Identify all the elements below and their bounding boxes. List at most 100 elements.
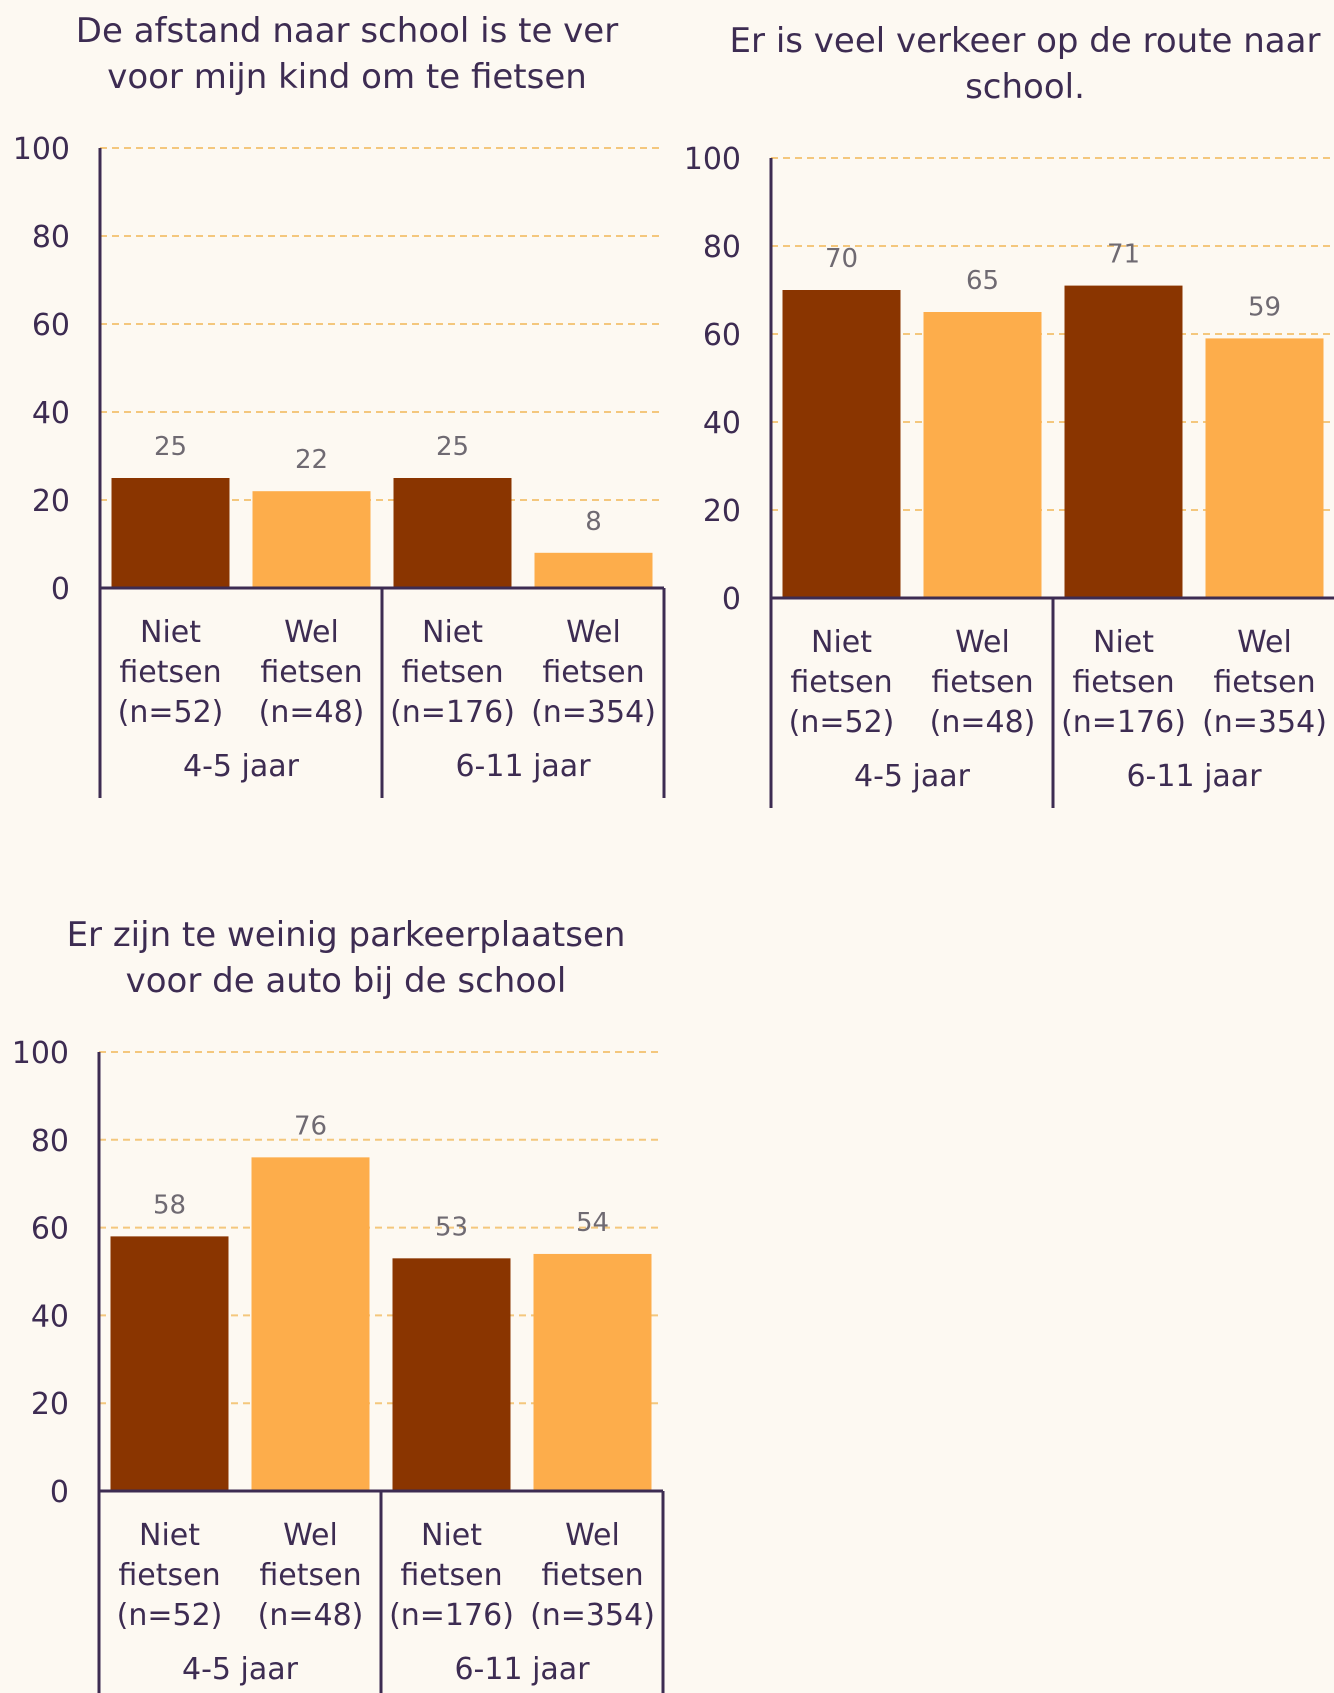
chart-2-group-labels: 4-5 jaar 6-11 jaar — [854, 759, 1262, 794]
chart-2-category-label: fietsen — [1072, 665, 1174, 700]
chart-3-category-label: Niet — [139, 1518, 200, 1553]
chart-3-y-tick: 100 — [12, 1036, 69, 1071]
chart-1-category-label: fietsen — [119, 655, 221, 690]
chart-3-category-label: Niet — [421, 1518, 482, 1553]
chart-2-y-tick: 0 — [722, 582, 741, 617]
chart-3-y-tick: 20 — [31, 1387, 69, 1422]
chart-1-y-axis-ticks: 0 20 40 60 80 100 — [13, 132, 70, 607]
chart-3-bar-niet-fietsen-4-5 — [110, 1236, 229, 1491]
chart-2-category-labels: Niet fietsen (n=52) Wel fietsen (n=48) N… — [789, 625, 1327, 740]
chart-2-category-label: Wel — [1237, 625, 1292, 660]
chart-1-group-label: 4-5 jaar — [183, 749, 300, 784]
chart-1-category-label: (n=176) — [390, 695, 515, 730]
chart-1-category-label: (n=52) — [118, 695, 224, 730]
chart-2-y-tick: 100 — [684, 142, 741, 177]
chart-3-category-label: fietsen — [259, 1558, 361, 1593]
chart-1-category-label: fietsen — [260, 655, 362, 690]
chart-3-value-label: 76 — [294, 1111, 327, 1141]
chart-1-y-tick: 20 — [32, 484, 70, 519]
chart-3-group-label: 6-11 jaar — [454, 1652, 590, 1687]
chart-1-value-label: 22 — [295, 445, 328, 475]
chart-1-value-label: 25 — [154, 432, 187, 462]
chart-1-category-label: Wel — [566, 615, 621, 650]
chart-1-title-line-2: voor mijn kind om te fietsen — [107, 57, 587, 97]
chart-2-y-tick: 80 — [703, 230, 741, 265]
chart-1-y-tick: 60 — [32, 308, 70, 343]
chart-2-axes — [769, 158, 1334, 808]
chart-3: Er zijn te weinig parkeerplaatsen voor d… — [12, 915, 665, 1693]
chart-1-category-labels: Niet fietsen (n=52) Wel fietsen (n=48) N… — [118, 615, 656, 730]
chart-3-group-labels: 4-5 jaar 6-11 jaar — [182, 1652, 590, 1687]
chart-3-value-labels: 58 76 53 54 — [153, 1111, 609, 1242]
chart-2-group-label: 4-5 jaar — [854, 759, 971, 794]
chart-3-category-label: fietsen — [400, 1558, 502, 1593]
chart-2-value-label: 71 — [1107, 240, 1140, 270]
chart-2-category-label: (n=176) — [1061, 705, 1186, 740]
chart-2-category-label: fietsen — [790, 665, 892, 700]
chart-2-category-label: (n=354) — [1202, 705, 1327, 740]
chart-3-bar-niet-fietsen-6-11 — [392, 1258, 511, 1491]
chart-1-y-tick: 40 — [32, 396, 70, 431]
chart-2-y-tick: 40 — [703, 406, 741, 441]
chart-2-category-label: (n=48) — [930, 705, 1036, 740]
chart-2-value-label: 59 — [1248, 292, 1281, 322]
chart-3-y-tick: 0 — [50, 1475, 69, 1510]
chart-1-category-label: Wel — [284, 615, 339, 650]
chart-1-bar-wel-fietsen-4-5 — [252, 491, 371, 588]
chart-1-value-label: 25 — [436, 432, 469, 462]
chart-1-group-label: 6-11 jaar — [455, 749, 591, 784]
chart-3-title-line-1: Er zijn te weinig parkeerplaatsen — [67, 915, 626, 955]
chart-3-value-label: 58 — [153, 1190, 186, 1220]
chart-1-category-label: (n=48) — [259, 695, 365, 730]
chart-3-category-label: fietsen — [541, 1558, 643, 1593]
chart-2-title-line-1: Er is veel verkeer op de route naar — [730, 21, 1321, 61]
chart-3-category-label: Wel — [283, 1518, 338, 1553]
chart-2-category-label: Niet — [1093, 625, 1154, 660]
chart-2-value-label: 70 — [825, 244, 858, 274]
chart-1-gridlines — [100, 147, 664, 501]
chart-2-bar-niet-fietsen-6-11 — [1064, 285, 1183, 598]
chart-3-y-tick: 40 — [31, 1299, 69, 1334]
chart-1-y-tick: 100 — [13, 132, 70, 167]
chart-2: Er is veel verkeer op de route naar scho… — [684, 21, 1334, 808]
chart-2-category-label: Wel — [955, 625, 1010, 660]
chart-3-category-label: (n=176) — [389, 1598, 514, 1633]
chart-1-y-tick: 0 — [51, 572, 70, 607]
chart-3-group-label: 4-5 jaar — [182, 1652, 299, 1687]
chart-2-category-label: Niet — [811, 625, 872, 660]
chart-3-category-label: Wel — [565, 1518, 620, 1553]
chart-3-category-label: fietsen — [118, 1558, 220, 1593]
chart-3-bar-wel-fietsen-6-11 — [533, 1253, 652, 1491]
chart-3-y-tick: 80 — [31, 1124, 69, 1159]
chart-2-value-labels: 70 65 71 59 — [825, 240, 1281, 323]
chart-3-category-labels: Niet fietsen (n=52) Wel fietsen (n=48) N… — [117, 1518, 655, 1633]
chart-3-title-line-2: voor de auto bij de school — [126, 961, 567, 1001]
chart-1-category-label: (n=354) — [531, 695, 656, 730]
chart-1-value-label: 8 — [585, 507, 602, 537]
chart-2-group-label: 6-11 jaar — [1126, 759, 1262, 794]
chart-2-category-label: fietsen — [1213, 665, 1315, 700]
chart-3-y-axis-ticks: 0 20 40 60 80 100 — [12, 1036, 69, 1510]
chart-2-category-label: (n=52) — [789, 705, 895, 740]
chart-2-y-axis-ticks: 0 20 40 60 80 100 — [684, 142, 741, 617]
chart-1-group-labels: 4-5 jaar 6-11 jaar — [183, 749, 591, 784]
chart-1-value-labels: 25 22 25 8 — [154, 432, 602, 537]
chart-3-y-tick: 60 — [31, 1212, 69, 1247]
chart-1-axes — [98, 148, 666, 798]
chart-1-category-label: Niet — [422, 615, 483, 650]
chart-2-value-label: 65 — [966, 266, 999, 296]
chart-3-value-label: 53 — [435, 1212, 468, 1242]
chart-1-bar-niet-fietsen-6-11 — [393, 478, 512, 588]
chart-2-bar-niet-fietsen-4-5 — [782, 290, 901, 598]
chart-3-axes — [97, 1052, 665, 1693]
chart-1-bar-wel-fietsen-6-11 — [534, 552, 653, 588]
chart-2-y-tick: 20 — [703, 494, 741, 529]
chart-3-category-label: (n=354) — [530, 1598, 655, 1633]
chart-2-category-label: fietsen — [931, 665, 1033, 700]
chart-1-y-tick: 80 — [32, 220, 70, 255]
chart-2-y-tick: 60 — [703, 318, 741, 353]
chart-3-bars — [110, 1157, 652, 1491]
chart-1-title-line-1: De afstand naar school is te ver — [76, 11, 618, 51]
chart-3-bar-wel-fietsen-4-5 — [251, 1157, 370, 1491]
